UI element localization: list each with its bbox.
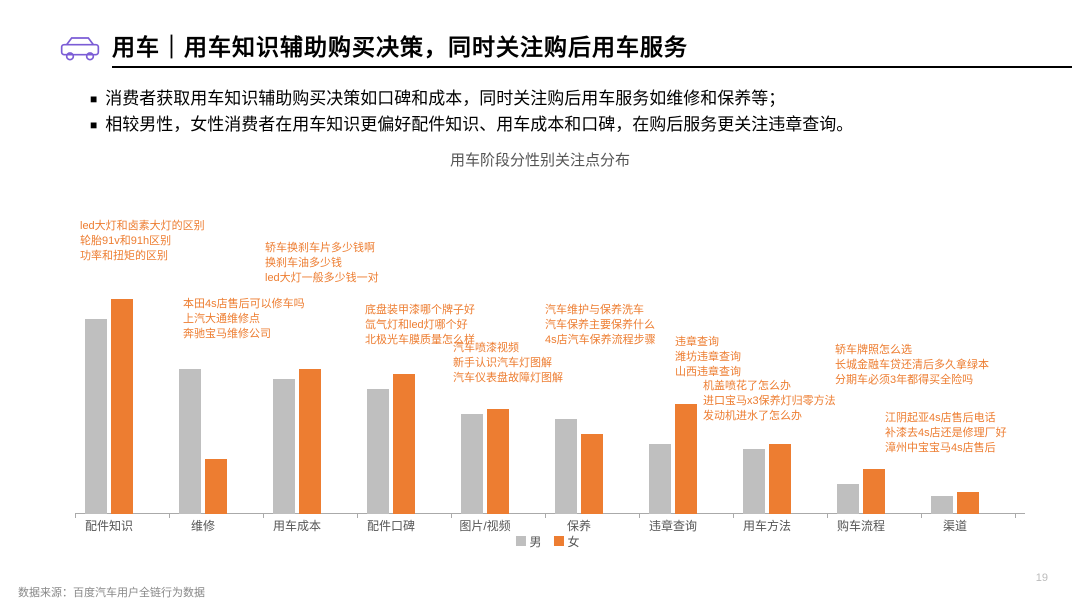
annotation: 江阴起亚4s店售后电话补漆去4s店还是修理厂好漳州中宝宝马4s店售后 <box>885 411 1007 456</box>
bar-group <box>461 409 509 514</box>
bar-female <box>393 374 415 514</box>
page-number: 19 <box>1036 572 1048 584</box>
bar-female <box>581 434 603 514</box>
x-tick <box>1015 514 1016 518</box>
bar-male <box>367 389 389 514</box>
bullet-item: ■ 相较男性，女性消费者在用车知识更偏好配件知识、用车成本和口碑，在购后服务更关… <box>90 112 1020 138</box>
bar-group <box>743 444 791 514</box>
bullet-marker: ■ <box>90 90 97 109</box>
bar-female <box>769 444 791 514</box>
x-tick <box>921 514 922 518</box>
x-tick <box>357 514 358 518</box>
bar-male <box>273 379 295 514</box>
bar-male <box>743 449 765 514</box>
chart-area: 男 女 配件知识维修用车成本配件口碑图片/视频保养违章查询用车方法购车流程渠道l… <box>75 184 1020 544</box>
x-tick <box>75 514 76 518</box>
category-label: 渠道 <box>943 517 967 534</box>
page-title: 用车｜用车知识辅助购买决策，同时关注购后用车服务 <box>112 28 1080 62</box>
legend-swatch-female <box>554 536 564 546</box>
bar-female <box>675 404 697 514</box>
category-label: 配件口碑 <box>367 517 415 534</box>
bar-male <box>555 419 577 514</box>
car-icon <box>60 34 100 62</box>
x-tick <box>545 514 546 518</box>
bar-group <box>85 299 133 514</box>
category-label: 违章查询 <box>649 517 697 534</box>
category-label: 维修 <box>191 517 215 534</box>
x-tick <box>639 514 640 518</box>
legend-female: 女 <box>554 533 580 550</box>
bar-group <box>837 469 885 514</box>
bar-female <box>205 459 227 514</box>
annotation: 轿车换刹车片多少钱啊换刹车油多少钱led大灯一般多少钱一对 <box>265 241 379 286</box>
annotation: 本田4s店售后可以修车吗上汽大通维修点奔驰宝马维修公司 <box>183 297 305 342</box>
bar-male <box>85 319 107 514</box>
annotation: 机盖喷花了怎么办进口宝马x3保养灯归零方法发动机进水了怎么办 <box>703 379 836 424</box>
chart-title: 用车阶段分性别关注点分布 <box>0 149 1080 170</box>
bar-male <box>931 496 953 514</box>
x-tick <box>169 514 170 518</box>
bar-female <box>863 469 885 514</box>
category-label: 保养 <box>567 517 591 534</box>
bar-female <box>111 299 133 514</box>
annotation: 汽车维护与保养洗车汽车保养主要保养什么4s店汽车保养流程步骤 <box>545 303 656 348</box>
bullet-text: 相较男性，女性消费者在用车知识更偏好配件知识、用车成本和口碑，在购后服务更关注违… <box>105 112 853 138</box>
bar-male <box>179 369 201 514</box>
annotation: led大灯和卤素大灯的区别轮胎91v和91h区别功率和扭矩的区别 <box>80 219 205 264</box>
bar-male <box>837 484 859 514</box>
bar-female <box>299 369 321 514</box>
bar-group <box>555 419 603 514</box>
category-label: 用车方法 <box>743 517 791 534</box>
bar-female <box>487 409 509 514</box>
annotation: 轿车牌照怎么选长城金融车贷还清后多久拿绿本分期车必须3年都得买全险吗 <box>835 343 989 388</box>
x-tick <box>827 514 828 518</box>
annotation: 汽车喷漆视频新手认识汽车灯图解汽车仪表盘故障灯图解 <box>453 341 563 386</box>
bar-group <box>931 492 979 514</box>
bar-female <box>957 492 979 514</box>
legend-swatch-male <box>515 536 525 546</box>
legend-label-female: 女 <box>568 533 580 550</box>
category-label: 购车流程 <box>837 517 885 534</box>
header: 用车｜用车知识辅助购买决策，同时关注购后用车服务 <box>0 0 1080 76</box>
legend-label-male: 男 <box>529 533 541 550</box>
category-label: 图片/视频 <box>459 517 510 534</box>
bar-group <box>273 369 321 514</box>
legend-male: 男 <box>515 533 541 550</box>
bar-group <box>649 404 697 514</box>
bullet-item: ■ 消费者获取用车知识辅助购买决策如口碑和成本，同时关注购后用车服务如维修和保养… <box>90 86 1020 112</box>
bullet-text: 消费者获取用车知识辅助购买决策如口碑和成本，同时关注购后用车服务如维修和保养等； <box>105 86 785 112</box>
bullet-marker: ■ <box>90 116 97 135</box>
title-underline <box>112 66 1072 68</box>
category-label: 配件知识 <box>85 517 133 534</box>
x-tick <box>733 514 734 518</box>
annotation: 违章查询潍坊违章查询山西违章查询 <box>675 335 741 380</box>
bullet-list: ■ 消费者获取用车知识辅助购买决策如口碑和成本，同时关注购后用车服务如维修和保养… <box>0 76 1080 139</box>
bar-group <box>179 369 227 514</box>
chart-legend: 男 女 <box>515 533 579 550</box>
category-label: 用车成本 <box>273 517 321 534</box>
bar-group <box>367 374 415 514</box>
data-source: 数据来源：百度汽车用户全链行为数据 <box>18 584 205 600</box>
x-tick <box>451 514 452 518</box>
x-tick <box>263 514 264 518</box>
bar-male <box>649 444 671 514</box>
bar-male <box>461 414 483 514</box>
